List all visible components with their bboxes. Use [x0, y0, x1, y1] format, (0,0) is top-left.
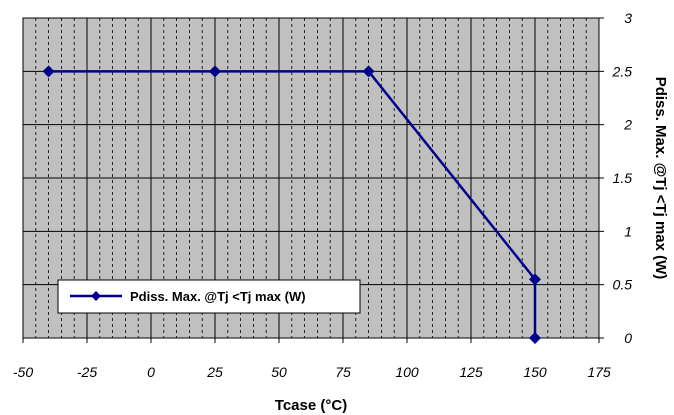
- legend-marker-sample: [91, 291, 101, 301]
- y-axis-ticks: 0 0.5 1 1.5 2 2.5 3: [599, 10, 632, 346]
- y-tick-label: 0.5: [613, 277, 633, 293]
- y-axis-title: Pdiss. Max. @Tj <Tj max (W): [652, 77, 669, 280]
- data-point-marker: [362, 65, 375, 78]
- x-tick-label: 100: [395, 364, 419, 380]
- x-tick-label: 175: [587, 364, 611, 380]
- x-tick-label: -50: [13, 364, 33, 380]
- data-point-marker: [209, 65, 221, 78]
- y-tick-label: 2.5: [612, 63, 633, 79]
- data-point-marker: [529, 332, 541, 344]
- series-layer: [42, 65, 541, 344]
- legend-label: Pdiss. Max. @Tj <Tj max (W): [130, 289, 306, 304]
- x-tick-label: -25: [77, 364, 97, 380]
- y-tick-label: 1: [624, 223, 632, 239]
- data-point-marker: [42, 65, 55, 78]
- legend: Pdiss. Max. @Tj <Tj max (W): [57, 279, 361, 314]
- x-tick-label: 25: [206, 364, 223, 380]
- x-axis-ticks: -50 -25 0 25 50 75 100 125 150 175: [13, 338, 611, 380]
- y-tick-label: 0: [624, 330, 632, 346]
- x-axis-title: Tcase (°C): [275, 397, 347, 414]
- y-tick-label: 1.5: [613, 170, 633, 186]
- y-tick-label: 2: [623, 117, 632, 133]
- x-tick-label: 50: [271, 364, 287, 380]
- x-tick-label: 0: [147, 364, 155, 380]
- y-tick-label: 3: [624, 10, 632, 26]
- data-point-marker: [529, 273, 541, 286]
- x-tick-label: 125: [459, 364, 483, 380]
- x-tick-label: 150: [523, 364, 547, 380]
- x-tick-label: 75: [335, 364, 351, 380]
